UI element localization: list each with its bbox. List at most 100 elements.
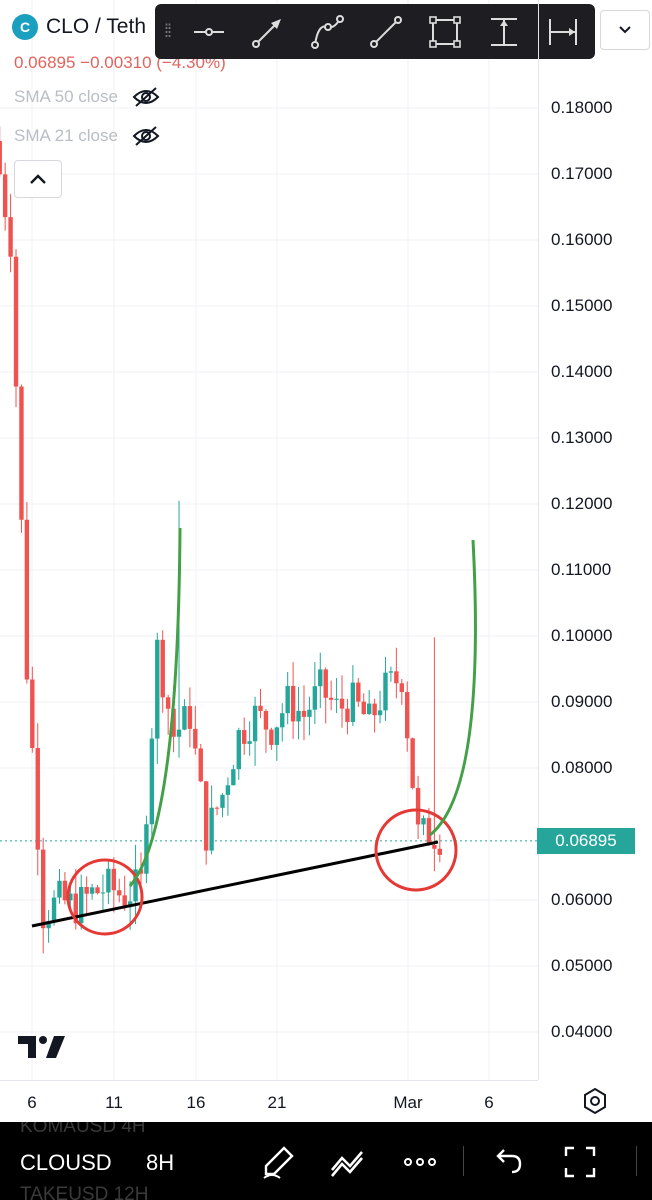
candle-body xyxy=(68,893,73,901)
candle-body xyxy=(155,639,160,739)
chart-settings-icon[interactable] xyxy=(580,1086,610,1116)
chart-menu-dropdown[interactable] xyxy=(600,10,650,50)
candle-body xyxy=(328,697,334,700)
horizontal-ray-icon xyxy=(193,27,224,36)
candle-body xyxy=(35,748,40,850)
drawings-icon[interactable] xyxy=(328,1142,368,1182)
candle-body xyxy=(160,639,165,698)
price-range-tool[interactable] xyxy=(474,4,533,59)
candle-body xyxy=(165,697,171,709)
candle-body xyxy=(40,849,46,929)
collapse-legend-button[interactable] xyxy=(14,160,62,198)
candle-body xyxy=(0,141,2,175)
candle-body xyxy=(193,728,198,749)
price-tick-label: 0.12000 xyxy=(551,494,613,513)
price-tick-label: 0.17000 xyxy=(551,164,613,183)
candle-body xyxy=(209,807,214,851)
candle-body xyxy=(339,698,345,709)
candle-body xyxy=(252,705,258,742)
time-tick-label: 6 xyxy=(484,1093,494,1112)
ghost-symbol-above: KOMAUSD 4H xyxy=(20,1122,146,1137)
undo-icon[interactable] xyxy=(486,1142,526,1182)
candle-body xyxy=(8,217,13,257)
candle-body xyxy=(426,818,432,845)
more-options-icon[interactable] xyxy=(400,1142,440,1182)
time-tick-label: 6 xyxy=(27,1093,37,1112)
candle-body xyxy=(236,730,241,770)
symbol-title[interactable]: C CLO / Teth xyxy=(12,14,146,40)
symbol-picker[interactable]: CLOUSD xyxy=(20,1150,112,1175)
candle-body xyxy=(383,672,388,711)
support-trendline xyxy=(31,840,439,928)
candle-body xyxy=(203,781,209,851)
candle-body xyxy=(89,887,95,894)
last-price-label: 0.06895 xyxy=(537,828,635,854)
candle-body xyxy=(231,769,236,786)
candle-body xyxy=(345,708,350,722)
candle-body xyxy=(410,738,415,788)
price-chart[interactable] xyxy=(0,0,538,1080)
candle-body xyxy=(79,886,84,924)
price-tick-label: 0.05000 xyxy=(551,956,613,975)
timeframe-picker[interactable]: 8H xyxy=(146,1150,175,1175)
drag-handle-icon[interactable]: ⁞⁞ xyxy=(163,21,172,41)
chevron-down-icon xyxy=(619,26,631,34)
candle-body xyxy=(95,887,100,894)
candle-body xyxy=(182,706,187,730)
candle-body xyxy=(133,869,138,902)
arrow-line-tool[interactable] xyxy=(238,4,297,59)
candle-body xyxy=(388,671,394,673)
candle-body xyxy=(366,703,372,715)
price-tick-label: 0.09000 xyxy=(551,692,613,711)
candle-body xyxy=(176,729,182,737)
candle-body xyxy=(274,727,280,745)
price-tick-label: 0.10000 xyxy=(551,626,613,645)
price-tick-label: 0.16000 xyxy=(551,230,613,249)
candle-body xyxy=(296,710,301,722)
candle-body xyxy=(100,892,106,894)
candle-body xyxy=(57,880,62,898)
candle-body xyxy=(73,893,78,924)
rectangle-tool[interactable] xyxy=(415,4,474,59)
candle-body xyxy=(361,701,366,715)
price-tick-label: 0.14000 xyxy=(551,362,613,381)
candle-body xyxy=(117,890,122,896)
candle-body xyxy=(51,897,57,922)
candle-body xyxy=(46,921,51,929)
arrow-line-icon xyxy=(251,18,281,48)
tradingview-logo-icon xyxy=(18,1036,65,1058)
date-range-tool[interactable] xyxy=(533,4,592,59)
bottom-toolbar: KOMAUSD 4H CLOUSD 8H TAKEUSD 12H xyxy=(0,1122,652,1200)
indicator-sma21[interactable]: SMA 21 close xyxy=(14,125,160,147)
candle-body xyxy=(301,710,307,717)
candle-body xyxy=(171,708,176,737)
eye-off-icon[interactable] xyxy=(132,125,160,147)
eye-off-icon[interactable] xyxy=(132,86,160,108)
candle-body xyxy=(198,748,203,782)
indicator-label: SMA 21 close xyxy=(14,126,118,145)
candle-body xyxy=(415,787,421,825)
candle-body xyxy=(437,848,443,855)
indicator-sma50[interactable]: SMA 50 close xyxy=(14,86,160,108)
trend-line-icon xyxy=(369,15,402,48)
candle-body xyxy=(247,741,252,744)
path-tool[interactable] xyxy=(297,4,356,59)
price-axis[interactable]: 0.18000 0.17000 0.16000 0.15000 0.14000 0.130… xyxy=(538,0,652,1080)
trend-line-tool[interactable] xyxy=(356,4,415,59)
candle-body xyxy=(84,886,89,894)
candle-body xyxy=(62,880,68,901)
fullscreen-icon[interactable] xyxy=(560,1142,600,1182)
pen-draw-icon[interactable] xyxy=(258,1142,298,1182)
time-axis[interactable]: 6 11 16 21 Mar 6 xyxy=(0,1080,538,1123)
candle-body xyxy=(263,711,269,730)
symbol-name: CLO / Teth xyxy=(46,15,146,38)
horizontal-ray-tool[interactable] xyxy=(179,4,238,59)
projection-curve xyxy=(128,527,182,887)
projection-curve xyxy=(429,539,477,837)
candle-body xyxy=(432,844,437,849)
candle-body xyxy=(187,706,193,729)
candle-body xyxy=(214,807,220,809)
candle-body xyxy=(122,895,127,908)
ghost-symbol-below: TAKEUSD 12H xyxy=(20,1184,149,1200)
price-tick-label: 0.04000 xyxy=(551,1022,613,1041)
